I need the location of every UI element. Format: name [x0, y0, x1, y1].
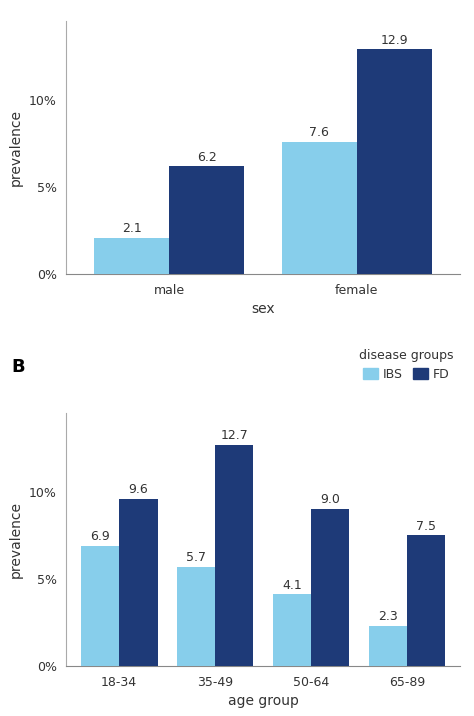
Bar — [94, 238, 169, 274]
Text: 2.3: 2.3 — [378, 610, 398, 623]
Bar — [357, 49, 432, 274]
Text: 12.9: 12.9 — [381, 34, 408, 47]
Bar — [169, 166, 244, 274]
Text: 9.0: 9.0 — [320, 493, 340, 506]
Text: 12.7: 12.7 — [220, 429, 248, 442]
Text: 6.2: 6.2 — [197, 150, 217, 163]
Text: 9.6: 9.6 — [128, 483, 148, 496]
Bar — [282, 142, 357, 274]
Text: B: B — [11, 357, 25, 376]
Bar — [369, 626, 407, 666]
Bar — [215, 445, 254, 666]
Bar — [407, 535, 446, 666]
Bar — [311, 509, 349, 666]
Text: 5.7: 5.7 — [186, 551, 206, 564]
Text: 7.5: 7.5 — [416, 520, 436, 533]
X-axis label: age group: age group — [228, 694, 299, 708]
Text: 2.1: 2.1 — [122, 222, 142, 235]
X-axis label: sex: sex — [251, 302, 275, 316]
Bar — [177, 566, 215, 666]
Text: 7.6: 7.6 — [310, 126, 329, 139]
Bar — [273, 594, 311, 666]
Y-axis label: prevalence: prevalence — [9, 501, 23, 578]
Text: 4.1: 4.1 — [282, 579, 302, 592]
Y-axis label: prevalence: prevalence — [9, 110, 23, 186]
Text: 6.9: 6.9 — [90, 530, 110, 543]
Bar — [119, 498, 157, 666]
Bar — [81, 546, 119, 666]
Legend: IBS, FD: IBS, FD — [359, 349, 454, 381]
